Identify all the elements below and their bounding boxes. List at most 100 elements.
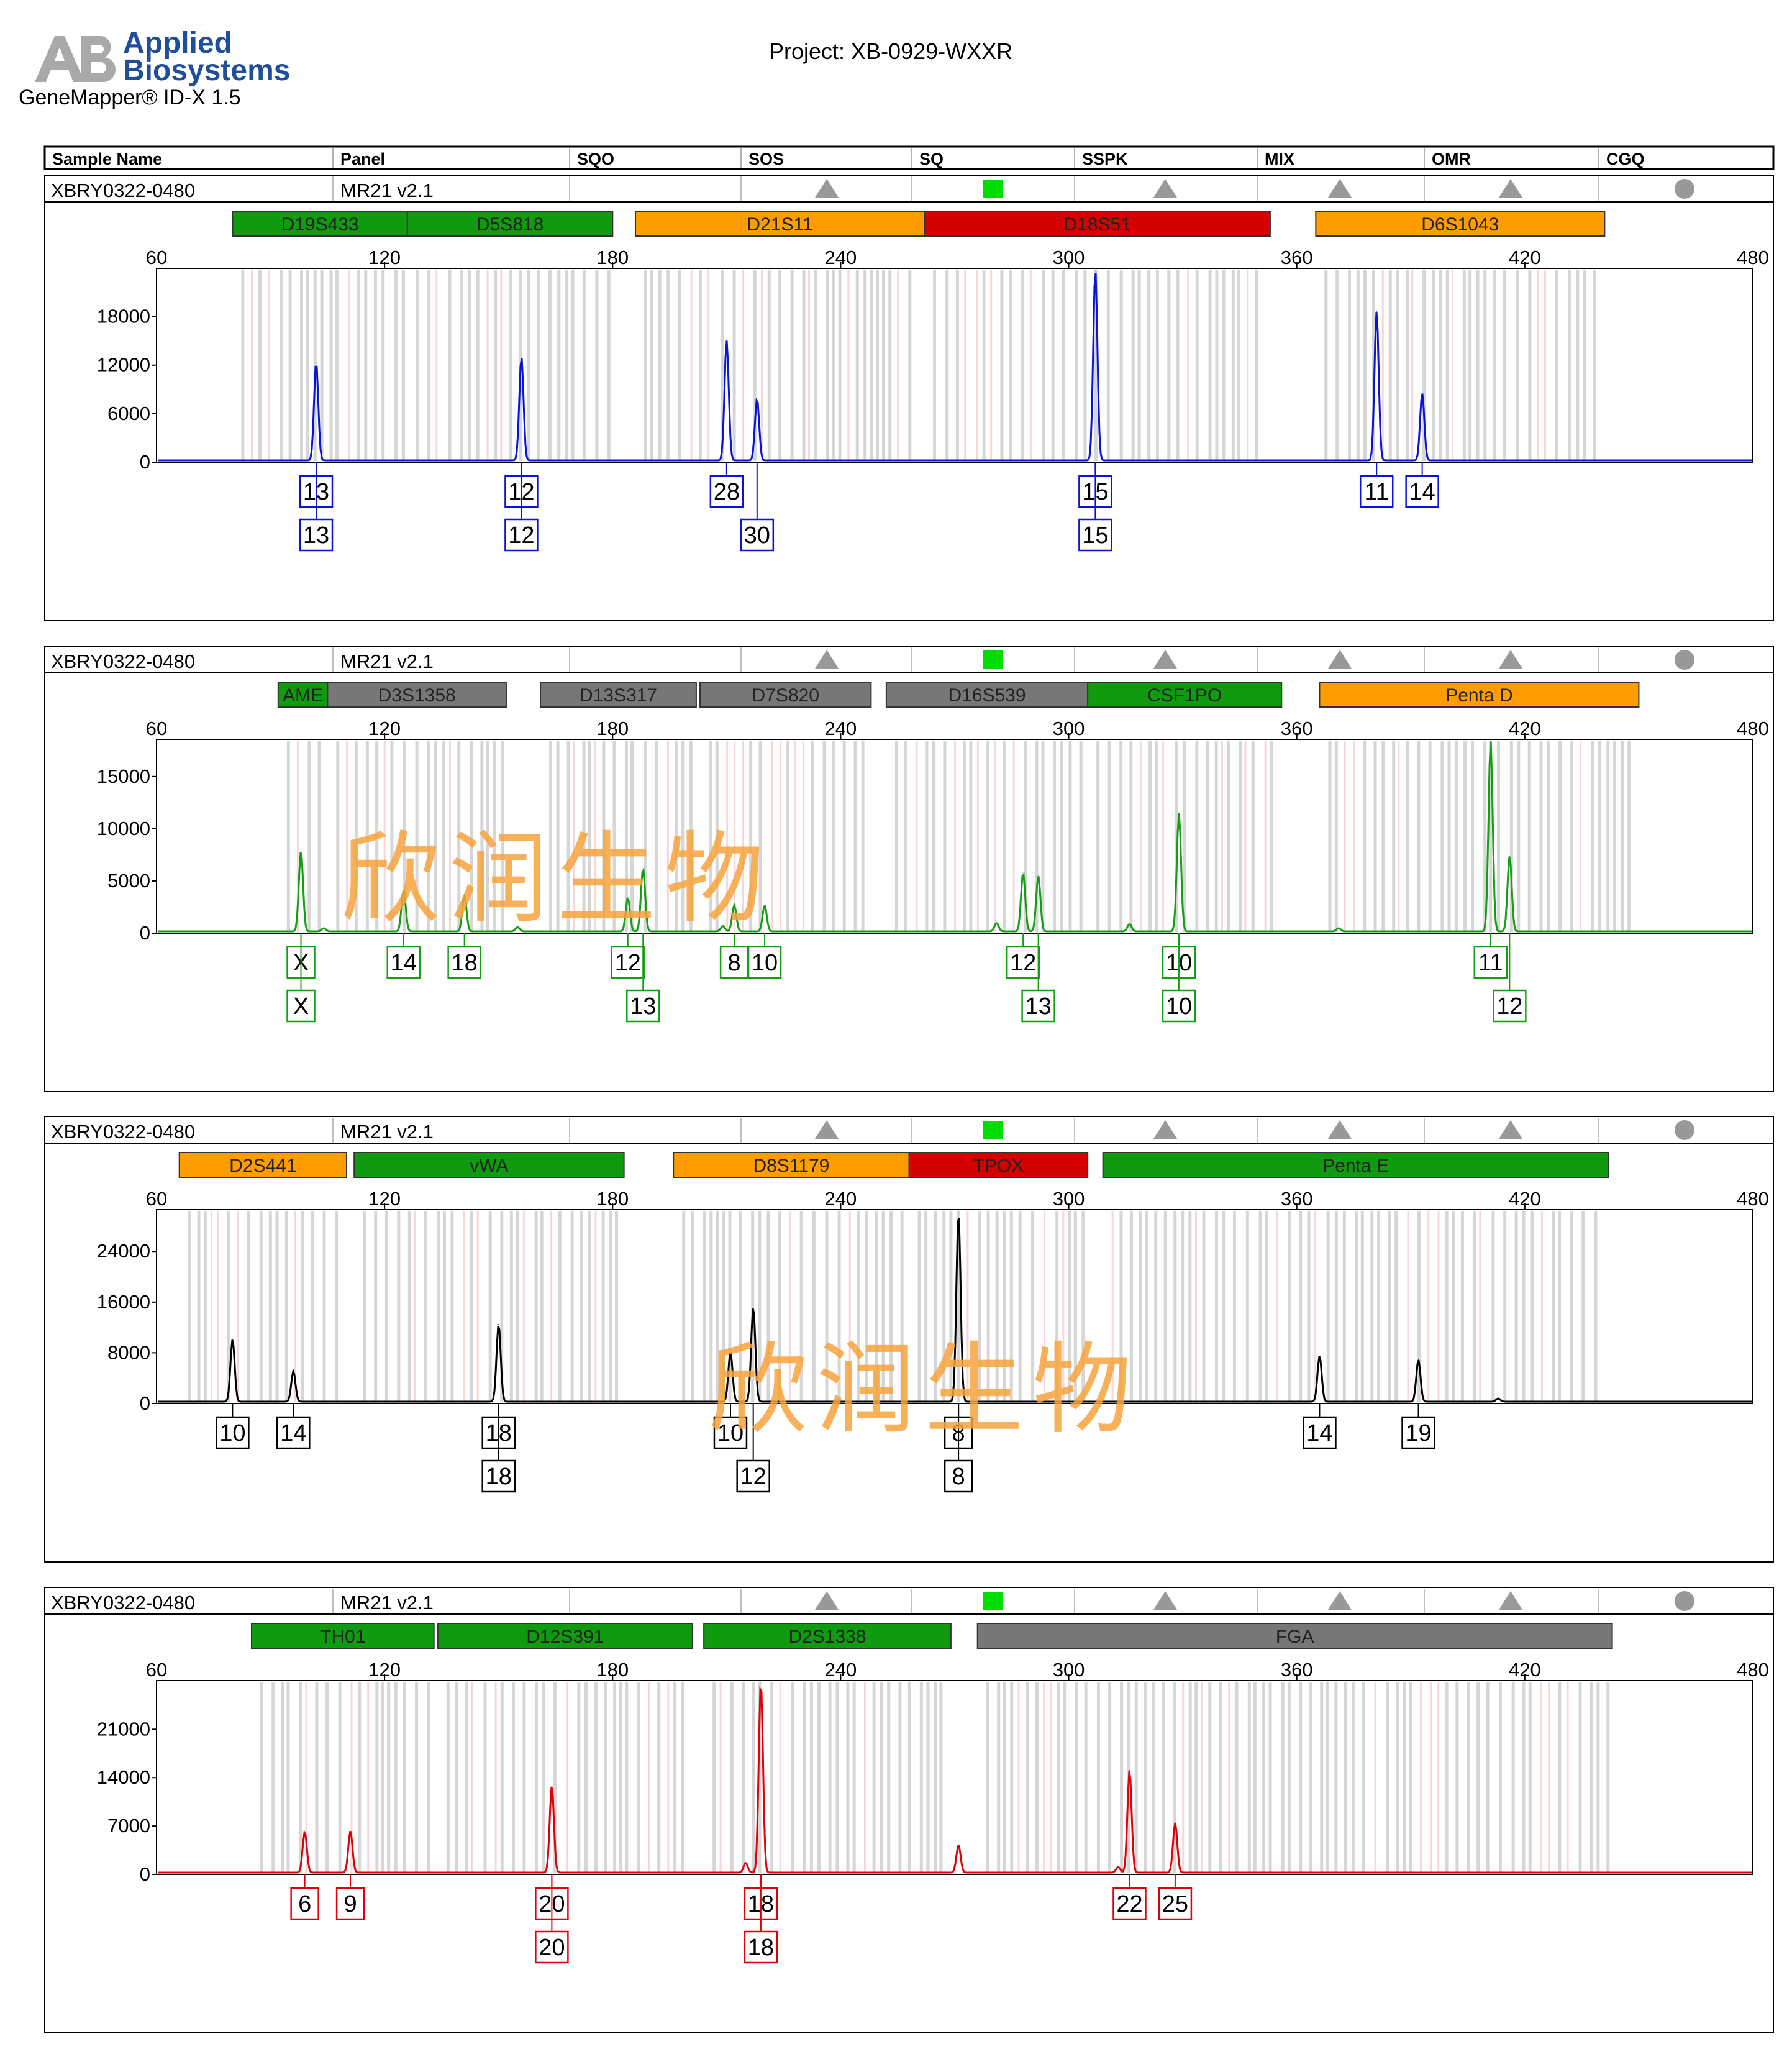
allele-call-box [535,1930,569,1964]
allele-bin-stripe [1374,1682,1376,1873]
allele-bin-stripe [601,1211,605,1402]
allele-bin-stripe [424,1211,427,1402]
x-tick-label: 60 [146,718,167,739]
allele-call-box [504,518,539,552]
allele-bin-stripe [1096,741,1100,932]
allele-bin-stripe [908,270,912,461]
x-tick-label: 480 [1737,718,1769,739]
allele-bin-stripe [954,741,957,932]
allele-bin-stripe [286,1682,290,1873]
allele-bin-stripe [394,1682,398,1873]
allele-bin-stripe [415,1682,419,1873]
allele-bin-stripe [1405,270,1409,461]
allele-bin-stripe [476,1211,479,1402]
allele-bin-stripe [881,270,885,461]
allele-bin-stripe [501,741,504,932]
allele-bin-stripe [384,1211,388,1402]
allele-bin-stripe [1215,270,1219,461]
allele-bin-stripe [237,1211,239,1402]
allele-bin-stripe [788,1211,791,1402]
allele-bin-stripe [470,741,473,932]
allele-bin-stripe [934,1682,937,1873]
allele-bin-stripe [1152,1682,1155,1873]
sample-name-cell: XBRY0322-0480 [51,1592,195,1613]
allele-bin-stripe [949,1211,953,1402]
allele-bin-stripe [919,1682,923,1873]
allele-call-label: X [293,993,309,1020]
allele-bin-stripe [1202,1211,1206,1402]
y-tick-label: 0 [140,922,150,944]
allele-bin-stripe [486,741,489,932]
gray-circle-icon [1675,1591,1694,1611]
allele-bin-stripe [381,270,385,461]
allele-bin-stripe [730,1682,734,1873]
allele-bin-stripe [357,270,361,461]
allele-bin-stripe [715,741,719,932]
peak-apex [726,340,727,341]
allele-bin-stripe [742,270,744,461]
allele-bin-stripe [558,1211,562,1402]
allele-bin-stripe [887,1682,891,1873]
allele-bin-stripe [1422,270,1426,461]
allele-bin-stripe [1012,741,1015,932]
allele-bins [241,270,1596,461]
locus-label: D8S1179 [753,1156,829,1176]
allele-bin-stripe [1167,270,1171,461]
locus-bar-fga [976,1623,1613,1649]
allele-bin-stripe [1206,741,1209,932]
allele-bin-stripe [1377,1211,1381,1402]
allele-bin-stripe [802,741,804,932]
allele-bin-stripe [1073,1211,1077,1402]
allele-bin-stripe [1134,1682,1138,1873]
allele-bin-stripe [500,1211,504,1402]
allele-bin-stripe [1437,1211,1440,1402]
allele-call-box [286,989,316,1023]
allele-bin-stripe [916,741,918,932]
allele-call-label: 8 [952,1464,965,1490]
peak-apex [1418,1359,1419,1361]
x-tick-label: 480 [1737,1659,1769,1681]
allele-bin-stripe [957,1211,960,1402]
allele-bin-stripe [463,1211,465,1402]
allele-bin-stripe [625,1682,629,1873]
allele-bin-stripe [1580,741,1582,932]
peak-apex [1498,1398,1499,1399]
allele-bin-stripe [550,1211,553,1402]
allele-bin-stripe [852,1682,856,1873]
locus-bar-csf1po [1087,682,1283,708]
allele-bin-stripe [1381,270,1384,461]
allele-bin-stripe [666,270,670,461]
allele-call-label: 19 [1405,1420,1431,1446]
green-square-icon [983,180,1003,198]
allele-bin-stripe [354,741,358,932]
allele-bin-stripe [1162,741,1165,932]
locus-bar-d3s1358 [327,682,507,708]
gray-triangle-icon [1153,650,1177,669]
allele-bin-stripe [573,741,575,932]
allele-bin-stripe [1041,741,1045,932]
peak-apex [403,889,404,890]
allele-bin-stripe [925,741,929,932]
locus-label: D6S1043 [1421,214,1499,235]
allele-bin-stripe [811,741,814,932]
allele-call-label: 11 [1478,950,1503,976]
allele-bin-stripe [403,1682,406,1873]
allele-bin-stripe [1486,1682,1490,1873]
allele-bin-stripe [682,1211,686,1402]
allele-bin-stripe [1063,1682,1067,1873]
allele-bin-stripe [644,270,647,461]
column-header-sq: SQ [919,150,944,168]
allele-bin-stripe [1334,741,1338,932]
locus-label: D13S317 [580,685,657,706]
panel-cell: MR21 v2.1 [340,650,434,672]
allele-bin-stripe [1068,1211,1071,1402]
allele-call-label: 12 [1496,993,1522,1020]
gray-triangle-icon [1499,1120,1522,1139]
allele-call-label: 13 [630,993,656,1020]
allele-bin-stripe [1570,1211,1573,1402]
locus-label: TPOX [973,1156,1024,1176]
gray-triangle-icon [815,1120,839,1139]
allele-bin-stripe [259,1211,263,1402]
allele-bin-stripe [367,1682,370,1873]
allele-bin-stripe [358,1682,362,1873]
